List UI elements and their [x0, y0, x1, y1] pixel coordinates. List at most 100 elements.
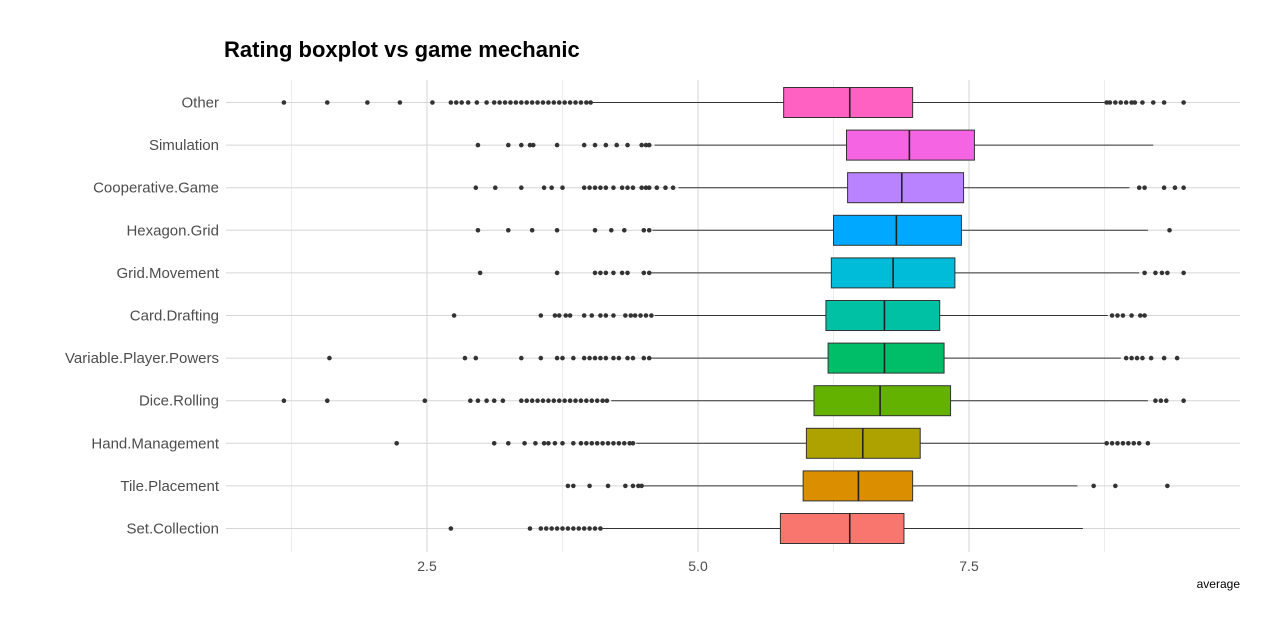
outlier-point — [603, 185, 609, 190]
outlier-point — [603, 270, 609, 276]
outlier-point — [1161, 355, 1167, 361]
outlier-point — [573, 398, 578, 404]
outlier-point — [578, 398, 584, 404]
outlier-point — [592, 228, 598, 233]
outlier-point — [565, 483, 571, 489]
outlier-point — [630, 185, 636, 190]
outlier-point — [1115, 441, 1120, 446]
outlier-point — [491, 398, 497, 404]
outlier-point — [529, 398, 535, 404]
outlier-point — [567, 100, 573, 105]
outlier-point — [639, 142, 644, 148]
category-label: Grid.Movement — [116, 265, 219, 282]
outlier-point — [643, 185, 649, 190]
outlier-point — [581, 142, 587, 148]
outlier-point — [554, 228, 560, 233]
outlier-point — [603, 313, 609, 318]
outlier-point — [1145, 441, 1151, 446]
outlier-point — [639, 483, 644, 489]
category-label: Variable.Player.Powers — [65, 350, 219, 367]
outlier-point — [589, 441, 595, 446]
outlier-point — [519, 100, 524, 105]
outlier-point — [611, 441, 616, 446]
outlier-point — [625, 270, 630, 276]
outlier-point — [1132, 100, 1138, 105]
outlier-point — [519, 185, 524, 190]
boxes — [779, 87, 975, 544]
x-tick-labels: 2.5 5.0 7.5 — [417, 558, 979, 574]
outlier-point — [663, 185, 668, 190]
outlier-point — [1120, 441, 1126, 446]
outlier-point — [646, 185, 652, 190]
outlier-point — [484, 398, 489, 404]
outlier-point — [475, 142, 481, 148]
outlier-point — [1140, 100, 1145, 105]
outlier-point — [541, 185, 547, 190]
outlier-point — [551, 398, 557, 404]
outlier-point — [560, 526, 565, 531]
outlier-point — [1134, 355, 1140, 361]
outlier-point — [560, 441, 565, 446]
outlier-point — [540, 398, 546, 404]
outlier-point — [603, 355, 609, 361]
outlier-point — [552, 313, 558, 318]
outlier-point — [598, 185, 603, 190]
outlier-point — [581, 355, 587, 361]
box — [827, 342, 945, 374]
outlier-point — [365, 100, 370, 105]
outlier-point — [492, 185, 498, 190]
outlier-point — [1181, 100, 1186, 105]
outlier-point — [519, 355, 524, 361]
outlier-point — [1142, 313, 1147, 318]
outlier-point — [475, 228, 481, 233]
outlier-point — [465, 100, 471, 105]
outlier-point — [636, 483, 641, 489]
outlier-point — [1104, 441, 1109, 446]
outlier-point — [616, 355, 622, 361]
outlier-point — [560, 355, 565, 361]
outlier-point — [473, 185, 479, 190]
outlier-point — [646, 228, 652, 233]
outlier-point — [554, 270, 560, 276]
outlier-point — [598, 355, 603, 361]
outlier-point — [527, 142, 533, 148]
outlier-point — [502, 100, 508, 105]
outlier-point — [578, 441, 584, 446]
outlier-point — [598, 526, 603, 531]
outlier-point — [451, 313, 457, 318]
chart-title: Rating boxplot vs game mechanic — [224, 37, 580, 62]
outlier-point — [1153, 398, 1158, 404]
outlier-point — [497, 100, 502, 105]
category-label: Simulation — [149, 137, 219, 154]
box — [813, 385, 952, 417]
category-label: Hexagon.Grid — [126, 222, 219, 239]
outlier-point — [628, 313, 634, 318]
outlier-point — [643, 142, 649, 148]
outlier-point — [584, 100, 589, 105]
outlier-point — [571, 526, 576, 531]
outlier-point — [506, 142, 511, 148]
outlier-point — [1165, 483, 1170, 489]
outlier-point — [641, 355, 647, 361]
outlier-point — [519, 398, 524, 404]
outlier-point — [611, 185, 616, 190]
outlier-point — [563, 313, 569, 318]
box — [833, 214, 962, 246]
outlier-point — [1158, 398, 1164, 404]
outlier-point — [592, 185, 598, 190]
outlier-point — [530, 142, 536, 148]
category-label: Set.Collection — [126, 521, 219, 538]
outlier-point — [491, 100, 497, 105]
outlier-point — [600, 398, 605, 404]
outlier-point — [1118, 100, 1124, 105]
category-label: Tile.Placement — [120, 478, 219, 495]
outlier-point — [430, 100, 435, 105]
outlier-point — [592, 526, 598, 531]
outlier-point — [324, 100, 330, 105]
outlier-point — [422, 398, 428, 404]
outlier-point — [1091, 483, 1096, 489]
outlier-point — [1161, 100, 1167, 105]
outlier-point — [567, 313, 573, 318]
outlier-point — [556, 100, 562, 105]
outlier-point — [529, 100, 535, 105]
